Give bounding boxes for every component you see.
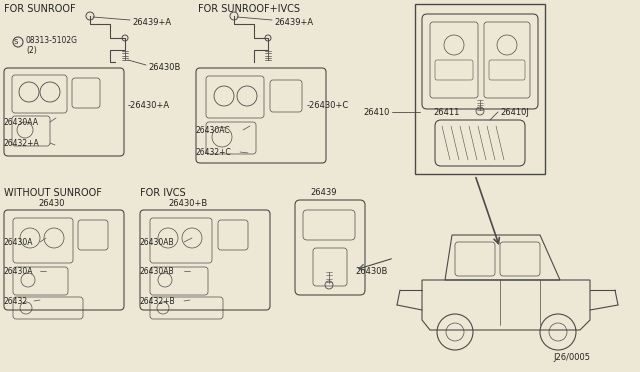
Text: 26439: 26439 — [310, 188, 337, 197]
Text: 26432+C: 26432+C — [196, 148, 232, 157]
Text: 26430A: 26430A — [4, 237, 33, 247]
Text: FOR IVCS: FOR IVCS — [140, 188, 186, 198]
Text: 08313-5102G: 08313-5102G — [26, 35, 78, 45]
Text: 26430A: 26430A — [4, 266, 33, 276]
Text: J26/0005: J26/0005 — [553, 353, 590, 362]
Text: 26439+A: 26439+A — [274, 18, 313, 27]
Text: WITHOUT SUNROOF: WITHOUT SUNROOF — [4, 188, 102, 198]
Text: 26410: 26410 — [364, 108, 390, 116]
Text: 26432+B: 26432+B — [140, 296, 175, 305]
Text: S: S — [14, 39, 18, 45]
Text: (2): (2) — [26, 45, 36, 55]
Text: 26430+B: 26430+B — [168, 199, 207, 208]
Text: 26439+A: 26439+A — [132, 18, 171, 27]
Text: 26410J: 26410J — [500, 108, 529, 116]
Text: -26430+A: -26430+A — [128, 100, 170, 109]
Text: FOR SUNROOF+IVCS: FOR SUNROOF+IVCS — [198, 4, 300, 14]
Text: 26430AA: 26430AA — [4, 118, 39, 126]
Text: 26430: 26430 — [38, 199, 65, 208]
Text: 26432: 26432 — [4, 296, 28, 305]
Text: 26430AC: 26430AC — [196, 125, 230, 135]
Text: 26430B: 26430B — [355, 267, 387, 276]
Bar — [415, 4, 545, 174]
Text: 26430AB: 26430AB — [140, 237, 175, 247]
Text: 26432+A: 26432+A — [4, 138, 40, 148]
Text: 26430AB: 26430AB — [140, 266, 175, 276]
Text: 26411: 26411 — [433, 108, 460, 116]
Text: FOR SUNROOF: FOR SUNROOF — [4, 4, 76, 14]
Text: -26430+C: -26430+C — [307, 100, 349, 109]
Text: 26430B: 26430B — [148, 63, 180, 72]
